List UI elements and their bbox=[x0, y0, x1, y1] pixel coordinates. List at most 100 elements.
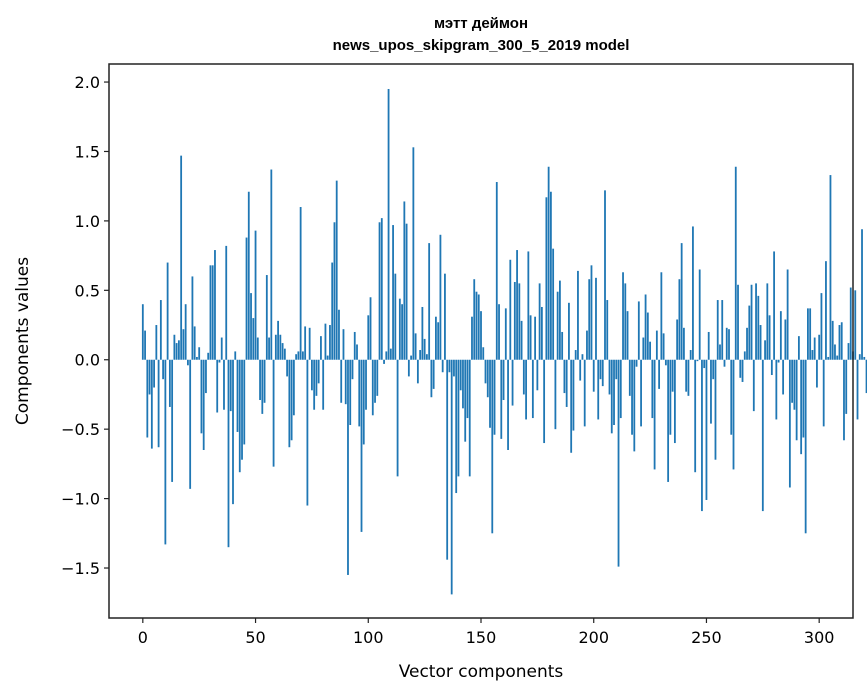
bar-244 bbox=[692, 226, 694, 360]
bar-238 bbox=[678, 279, 681, 360]
bar-60 bbox=[277, 320, 279, 360]
bar-166 bbox=[516, 250, 518, 360]
bar-179 bbox=[545, 197, 548, 360]
bar-46 bbox=[245, 237, 248, 360]
bar-190 bbox=[570, 359, 573, 453]
bar-54 bbox=[263, 359, 266, 403]
bar-115 bbox=[401, 304, 403, 360]
y-axis-ticks: −1.5 −1.0 −0.5 0.0 0.5 1.0 1.5 2.0 bbox=[61, 73, 109, 578]
bar-247 bbox=[698, 269, 701, 360]
y-tick-label: 1.5 bbox=[75, 142, 100, 161]
bar-243 bbox=[689, 350, 692, 360]
bar-301 bbox=[820, 293, 823, 360]
bar-232 bbox=[664, 359, 667, 366]
bar-294 bbox=[804, 359, 807, 534]
bar-11 bbox=[166, 262, 169, 360]
bar-97 bbox=[360, 359, 363, 532]
bar-159 bbox=[500, 359, 503, 439]
bar-182 bbox=[552, 248, 555, 360]
bar-43 bbox=[238, 359, 241, 473]
bar-320 bbox=[863, 356, 866, 360]
bar-217 bbox=[631, 359, 633, 435]
bar-36 bbox=[223, 359, 225, 410]
bar-153 bbox=[486, 359, 489, 398]
bar-33 bbox=[216, 359, 219, 413]
bar-40 bbox=[232, 359, 234, 505]
bar-199 bbox=[590, 265, 593, 360]
bar-128 bbox=[430, 359, 433, 398]
bar-142 bbox=[462, 359, 464, 409]
bar-317 bbox=[856, 359, 859, 420]
bar-185 bbox=[559, 280, 561, 360]
bar-293 bbox=[802, 359, 805, 438]
bar-81 bbox=[324, 323, 327, 360]
bar-56 bbox=[268, 337, 270, 360]
bar-14 bbox=[173, 334, 176, 360]
bar-59 bbox=[274, 334, 277, 360]
bar-45 bbox=[243, 359, 246, 445]
bar-189 bbox=[568, 302, 570, 360]
bar-118 bbox=[407, 359, 410, 377]
bar-316 bbox=[854, 290, 857, 360]
bar-168 bbox=[520, 320, 523, 360]
bar-132 bbox=[439, 234, 442, 360]
y-tick-label: 1.0 bbox=[75, 212, 100, 231]
bar-163 bbox=[509, 259, 512, 360]
bar-69 bbox=[297, 351, 300, 360]
bar-252 bbox=[710, 359, 712, 424]
bar-104 bbox=[376, 359, 379, 396]
bar-307 bbox=[834, 344, 836, 360]
bar-30 bbox=[209, 265, 212, 360]
bar-303 bbox=[825, 261, 827, 360]
bar-111 bbox=[392, 225, 394, 360]
bar-61 bbox=[279, 334, 282, 360]
bar-22 bbox=[191, 276, 194, 360]
bar-110 bbox=[389, 348, 392, 360]
bar-298 bbox=[813, 337, 816, 360]
bar-180 bbox=[547, 166, 550, 360]
bar-202 bbox=[597, 359, 600, 420]
bar-3 bbox=[148, 359, 151, 395]
bar-280 bbox=[773, 251, 775, 360]
bar-271 bbox=[752, 359, 755, 412]
bar-212 bbox=[619, 359, 622, 419]
bar-208 bbox=[610, 359, 613, 434]
bar-28 bbox=[205, 359, 207, 394]
bar-92 bbox=[349, 359, 352, 426]
bar-216 bbox=[628, 359, 631, 396]
bar-63 bbox=[283, 348, 286, 360]
bar-13 bbox=[171, 359, 174, 482]
bar-262 bbox=[732, 359, 735, 470]
bar-290 bbox=[795, 359, 798, 441]
bar-7 bbox=[157, 359, 160, 448]
bar-107 bbox=[383, 359, 385, 364]
bar-1 bbox=[144, 330, 146, 360]
bar-154 bbox=[489, 359, 491, 428]
bar-140 bbox=[457, 359, 460, 477]
bar-167 bbox=[518, 283, 521, 360]
bar-251 bbox=[707, 331, 710, 360]
bar-62 bbox=[281, 343, 284, 360]
bar-38 bbox=[227, 359, 230, 548]
bar-2 bbox=[146, 359, 149, 438]
bar-160 bbox=[502, 359, 505, 401]
bar-126 bbox=[425, 354, 428, 360]
bar-156 bbox=[493, 359, 496, 435]
bar-165 bbox=[513, 281, 516, 360]
bar-204 bbox=[601, 359, 604, 387]
bar-200 bbox=[592, 359, 595, 392]
bar-101 bbox=[369, 297, 372, 360]
bar-169 bbox=[522, 359, 525, 395]
bar-170 bbox=[525, 359, 527, 420]
bar-261 bbox=[730, 359, 733, 435]
bar-35 bbox=[220, 337, 223, 360]
bar-12 bbox=[168, 359, 171, 407]
bar-106 bbox=[380, 218, 383, 360]
bar-210 bbox=[615, 359, 618, 380]
bar-15 bbox=[175, 343, 178, 360]
bar-79 bbox=[320, 336, 322, 360]
x-tick-label: 300 bbox=[804, 628, 835, 647]
bar-4 bbox=[150, 359, 153, 449]
bar-209 bbox=[613, 359, 615, 426]
